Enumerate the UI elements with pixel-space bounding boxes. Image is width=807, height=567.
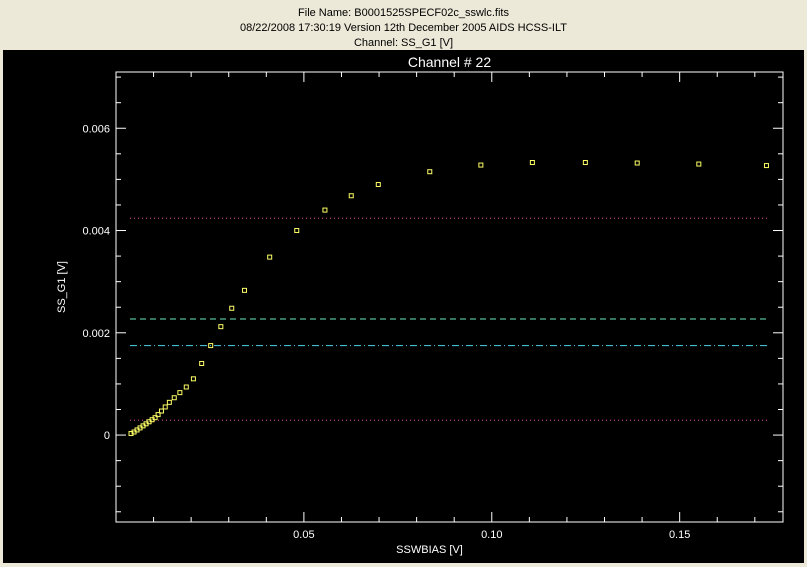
data-point — [763, 163, 769, 169]
data-point — [348, 193, 354, 199]
data-point — [696, 161, 702, 167]
data-point — [294, 228, 300, 234]
data-point — [478, 162, 484, 168]
data-point — [218, 324, 224, 330]
channel-line: Channel: SS_G1 [V] — [353, 37, 454, 49]
axes-box — [115, 71, 784, 523]
data-point — [152, 415, 158, 421]
y-tick-label: 0.002 — [82, 328, 110, 340]
version-line: 08/22/2008 17:30:19 Version 12th Decembe… — [240, 22, 567, 34]
x-tick-label: 0.05 — [293, 529, 314, 541]
data-point — [155, 412, 161, 418]
data-point — [171, 395, 177, 401]
data-point — [582, 160, 588, 166]
y-tick-label: 0.004 — [82, 226, 110, 238]
plot-window: Channel # 22 0.05 0.10 0.15 0 0.002 0.004 0.006… — [3, 50, 804, 563]
data-point — [199, 360, 205, 366]
data-point — [208, 343, 214, 349]
data-point — [267, 254, 273, 260]
scatter-plot: Channel # 22 0.05 0.10 0.15 0 0.002 0.004 0.006… — [56, 54, 784, 556]
data-point — [177, 390, 183, 396]
data-point — [322, 207, 328, 213]
x-tick-label: 0.15 — [669, 529, 690, 541]
plot-header: File Name: B0001525SPECF02c_sswlc.fits 0… — [0, 0, 807, 50]
y-axis-label: SS_G1 [V] — [56, 261, 68, 313]
data-point — [166, 399, 172, 405]
y-tick-label: 0.006 — [82, 123, 110, 135]
data-point — [634, 160, 640, 166]
data-point — [162, 404, 168, 410]
data-point — [242, 287, 248, 293]
data-point — [375, 182, 381, 187]
x-tick-label: 0.10 — [481, 529, 502, 541]
chart-title: Channel # 22 — [408, 54, 492, 70]
y-tick-label: 0 — [104, 430, 110, 442]
data-point — [190, 376, 196, 382]
x-axis-label: SSWBIAS [V] — [396, 544, 463, 556]
data-point — [158, 408, 164, 414]
file-name-line: File Name: B0001525SPECF02c_sswlc.fits — [298, 7, 509, 19]
data-point — [529, 160, 535, 166]
data-point — [229, 305, 235, 311]
data-point — [183, 384, 189, 390]
data-point — [427, 169, 433, 175]
